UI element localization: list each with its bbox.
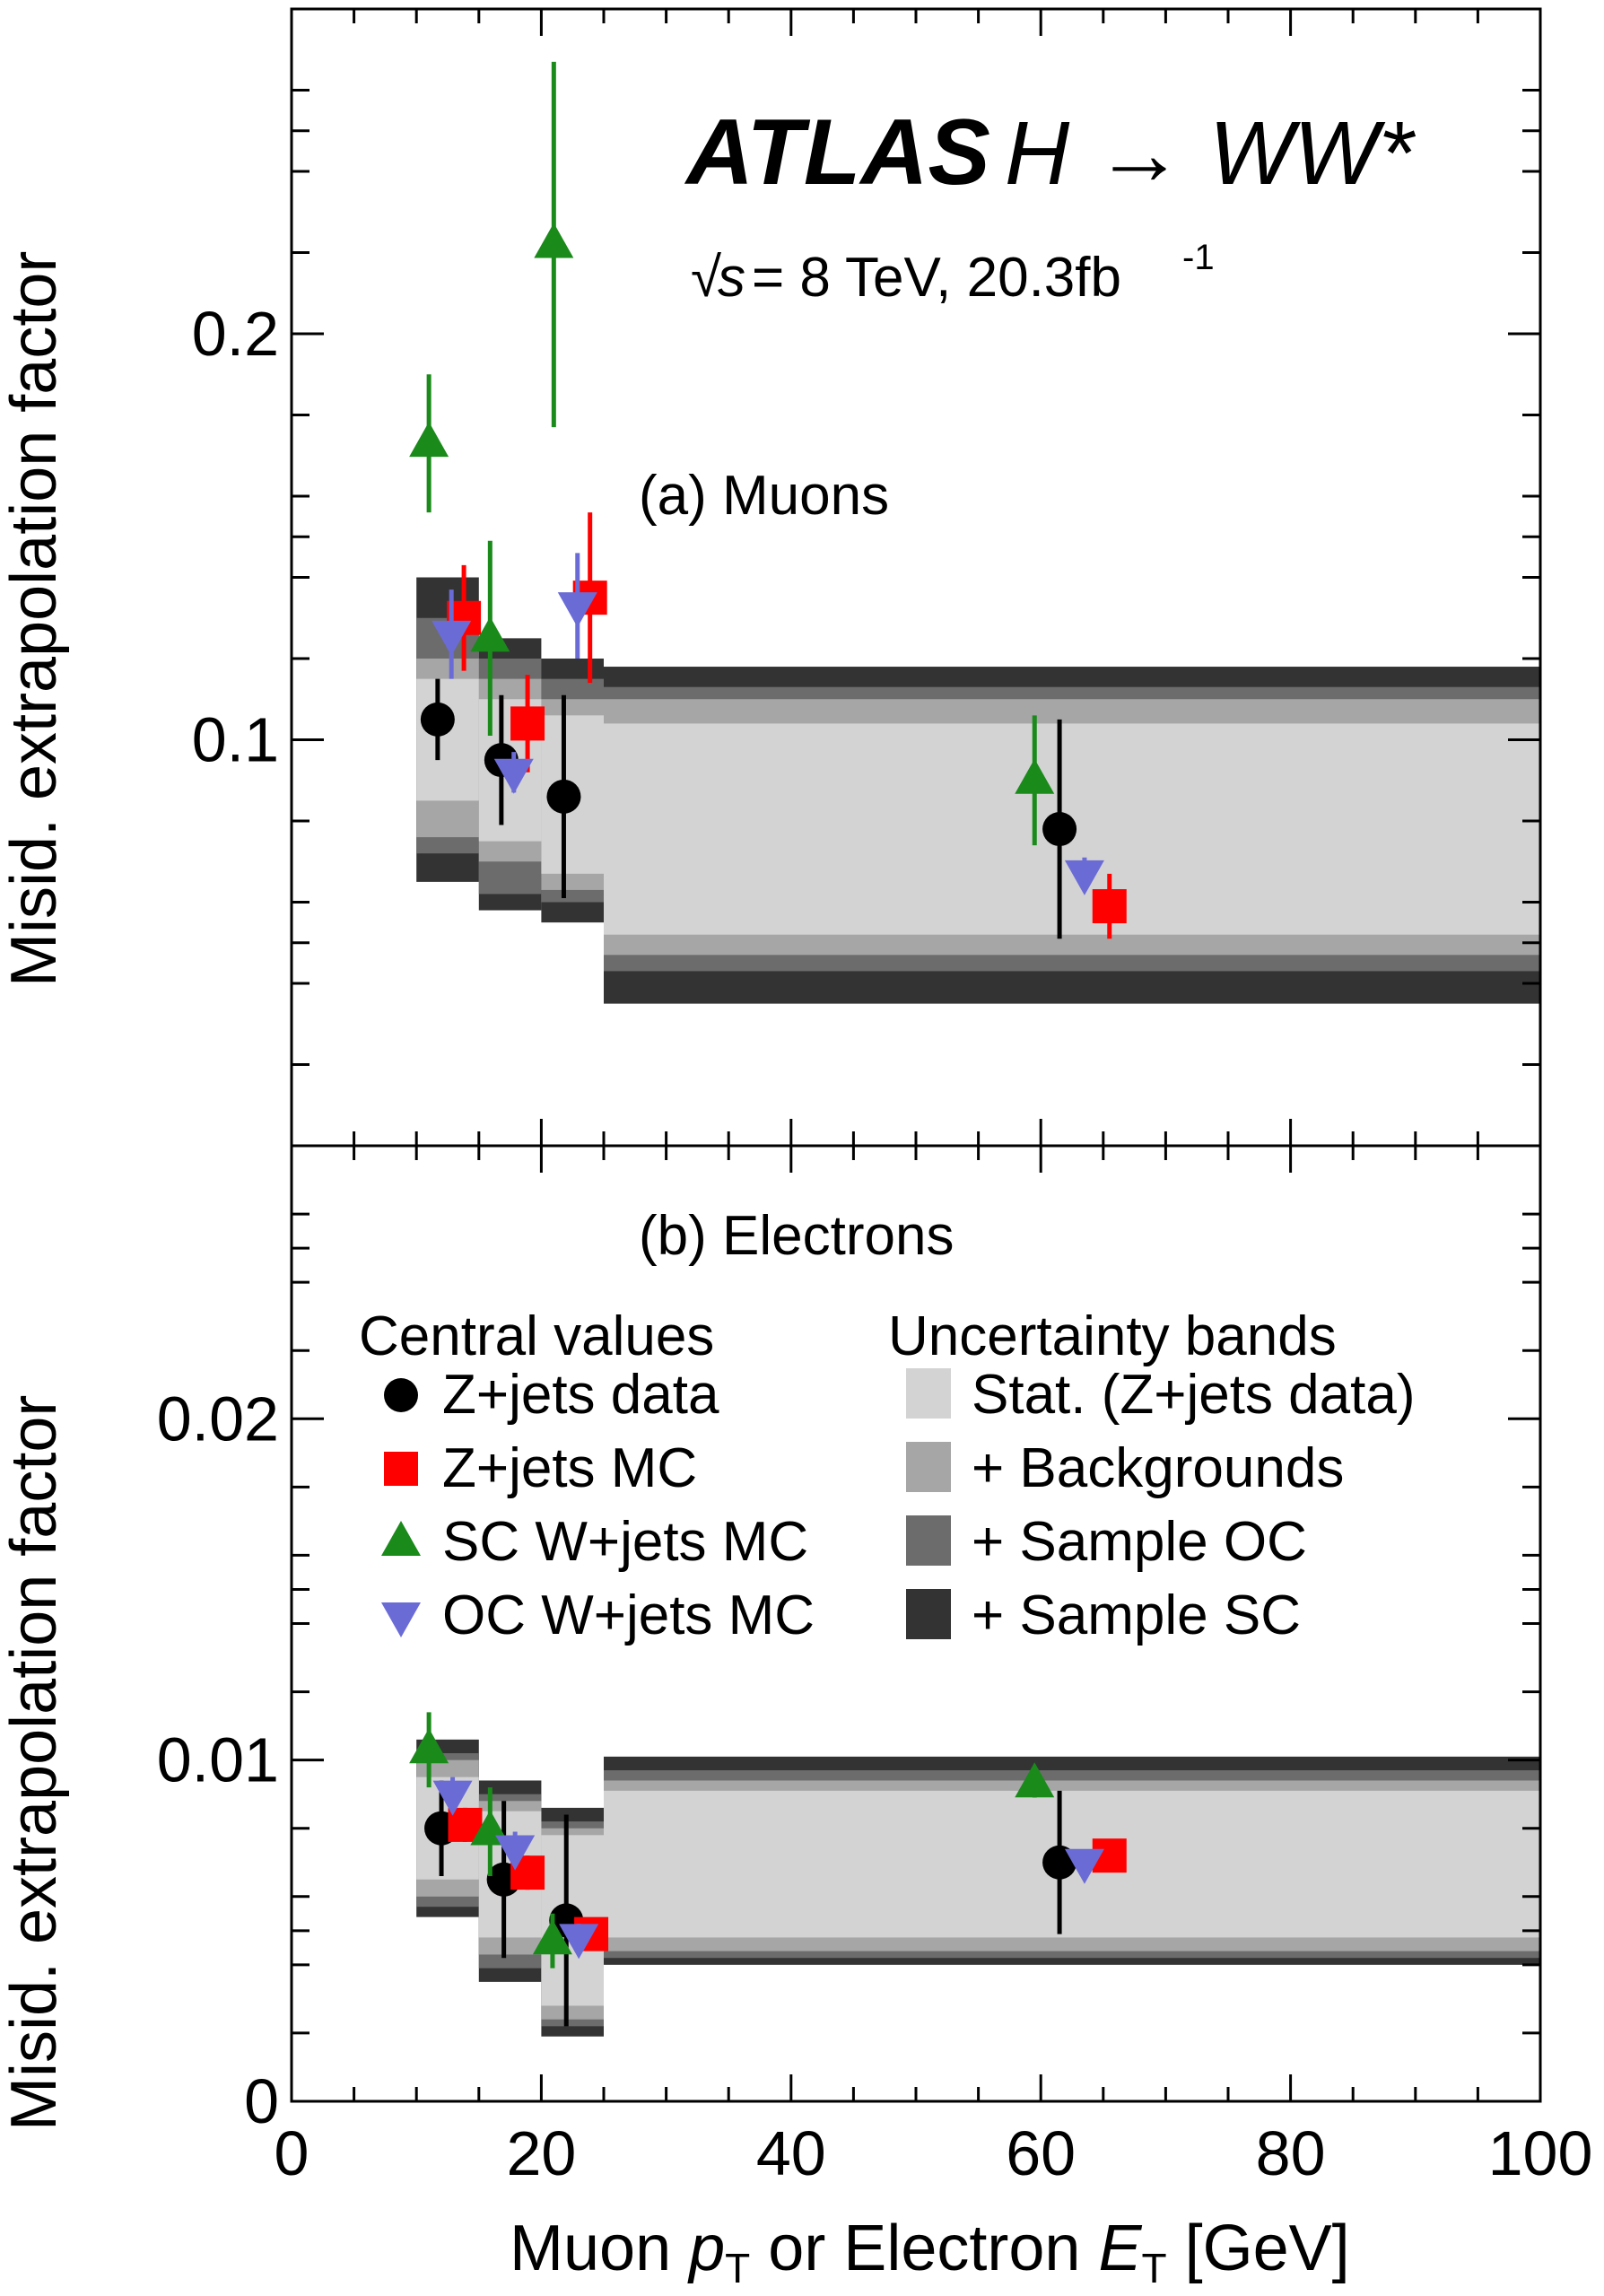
- energy-lumi-label: √ s = 8 TeV, 20.3fb -1: [691, 238, 1215, 309]
- y-tick-label: 0.02: [157, 1384, 279, 1454]
- series-zjets-data-muons: [420, 678, 1077, 939]
- energy-lumi-text: = 8 TeV, 20.3fb: [752, 247, 1121, 309]
- data-point: [532, 1919, 572, 1955]
- legend-marker-zjets-data: [384, 1378, 418, 1412]
- legend-swatch-stat: [906, 1368, 951, 1419]
- legend-label-band-bkg: + Backgrounds: [972, 1437, 1344, 1499]
- sqrt-symbol: √: [691, 247, 721, 309]
- legend-title-central: Central values: [359, 1305, 714, 1367]
- data-point: [493, 758, 534, 794]
- y-tick-label: 0.2: [192, 299, 279, 369]
- panel-label-muons: (a) Muons: [639, 465, 889, 527]
- atlas-label: ATLAS: [684, 100, 990, 205]
- legend-label-band-oc: + Sample OC: [972, 1511, 1307, 1573]
- data-point: [432, 1780, 473, 1816]
- data-point: [534, 223, 574, 258]
- process-label: H → WW*: [1005, 103, 1417, 204]
- x-axis-title: Muon pT or Electron ET [GeV]: [510, 2213, 1350, 2292]
- series-sc-wjets-muons: [409, 61, 1055, 846]
- legend: Central values Uncertainty bands Z+jets …: [359, 1305, 1416, 1646]
- legend-label-sc-wjets: SC W+jets MC: [442, 1511, 808, 1573]
- panel-label-electrons: (b) Electrons: [639, 1205, 954, 1267]
- data-point: [1064, 860, 1104, 895]
- lumi-exponent: -1: [1182, 238, 1215, 277]
- data-point: [432, 620, 472, 656]
- data-point: [1042, 812, 1077, 847]
- sqrt-s-label: s: [718, 247, 745, 309]
- data-point: [409, 1728, 449, 1764]
- legend-swatch-bkg: [906, 1442, 951, 1492]
- y-tick-label: 0: [244, 2066, 279, 2136]
- series-sc-wjets-electrons: [409, 1712, 1055, 1969]
- x-tick-label: 40: [756, 2118, 826, 2188]
- panel-electrons: 0 0.01 0.02 0 20 40 60 80 100: [157, 1144, 1593, 2188]
- series-oc-wjets-electrons: [432, 1777, 1104, 1960]
- data-point: [420, 702, 455, 737]
- x-tick-label: 60: [1006, 2118, 1076, 2188]
- data-point: [546, 779, 581, 814]
- data-point: [1015, 1762, 1055, 1798]
- x-tick-label: 20: [506, 2118, 576, 2188]
- legend-label-band-sc: + Sample SC: [972, 1585, 1301, 1646]
- legend-label-zjets-data: Z+jets data: [442, 1364, 719, 1426]
- legend-marker-zjets-mc: [384, 1452, 418, 1486]
- legend-swatch-sc: [906, 1589, 951, 1639]
- data-point: [409, 422, 449, 458]
- band-stat-bin-1: [416, 678, 479, 801]
- data-point: [1092, 889, 1127, 924]
- data-point: [1064, 1848, 1104, 1884]
- y-ticks-electrons: [292, 1144, 1540, 2103]
- data-point: [557, 592, 597, 628]
- y-ticks-muons: [292, 7, 1540, 1148]
- y-tick-label: 0.1: [192, 705, 279, 775]
- x-ticks-electrons: [290, 1146, 1542, 2101]
- x-ticks-muons: [290, 9, 1542, 1146]
- legend-label-oc-wjets: OC W+jets MC: [442, 1585, 815, 1646]
- data-point: [510, 706, 545, 741]
- x-tick-label: 0: [275, 2118, 309, 2188]
- legend-label-zjets-mc: Z+jets MC: [442, 1437, 697, 1499]
- uncertainty-bands-electrons: [416, 1739, 1540, 2037]
- uncertainty-bands-muons: [416, 577, 1540, 1004]
- y-axis-title-electrons: Misid. extrapolation factor: [0, 1395, 70, 2131]
- legend-marker-sc-wjets: [381, 1521, 421, 1556]
- legend-swatch-oc: [906, 1515, 951, 1566]
- data-point: [470, 616, 510, 652]
- data-point: [1015, 758, 1055, 794]
- legend-marker-oc-wjets: [381, 1602, 421, 1637]
- panel-muons: 0.1 0.2: [192, 7, 1542, 1148]
- y-axis-title-muons: Misid. extrapolation factor: [0, 251, 70, 987]
- series-oc-wjets-muons: [432, 553, 1104, 895]
- data-point: [559, 1924, 599, 1960]
- x-tick-label: 80: [1256, 2118, 1326, 2188]
- data-point: [495, 1835, 536, 1871]
- legend-label-band-stat: Stat. (Z+jets data): [972, 1364, 1416, 1426]
- x-tick-label: 100: [1488, 2118, 1593, 2188]
- y-tick-label: 0.01: [157, 1725, 279, 1795]
- legend-title-bands: Uncertainty bands: [888, 1305, 1337, 1367]
